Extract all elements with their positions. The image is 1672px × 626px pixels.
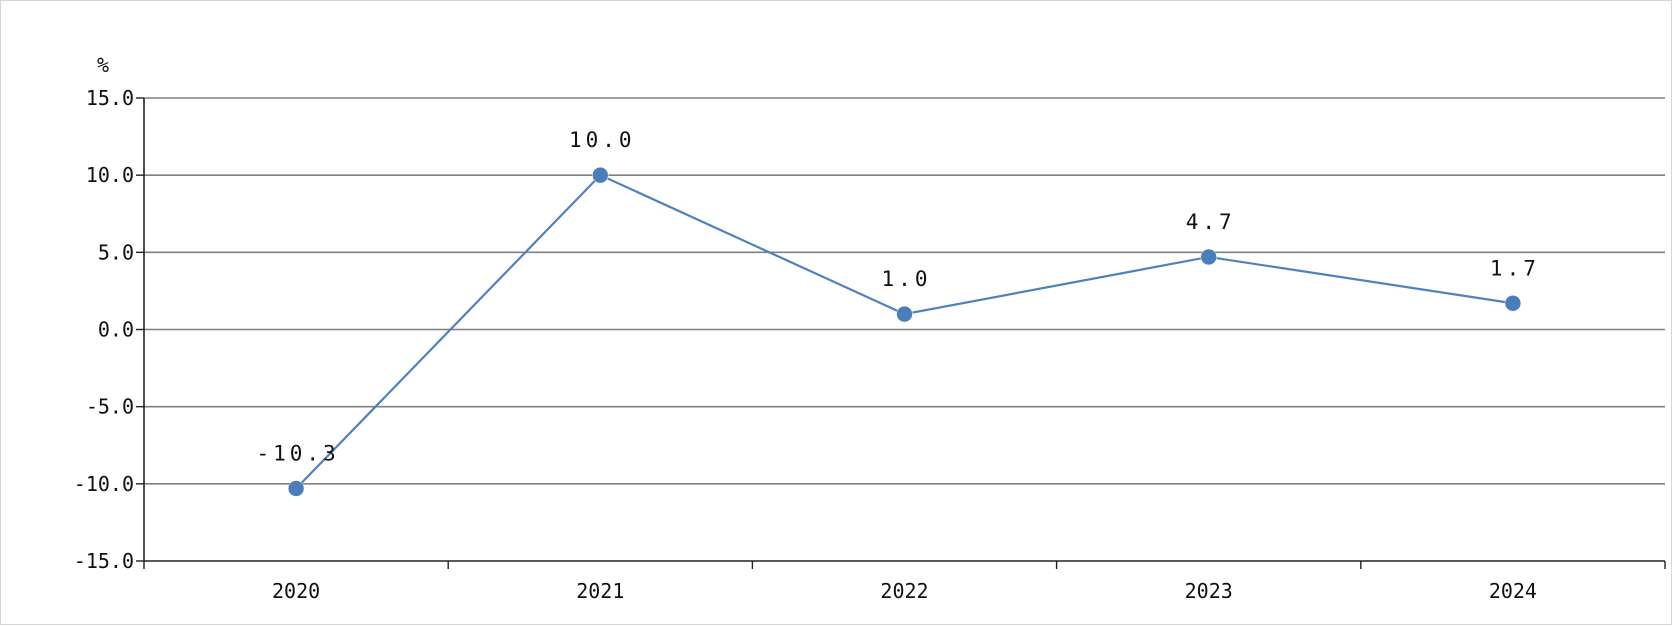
data-point xyxy=(1504,295,1522,312)
y-tick-label: 10.0 xyxy=(86,163,134,187)
y-tick-label: -10.0 xyxy=(74,472,134,496)
data-label: -10.3 xyxy=(256,441,339,465)
data-label: 4.7 xyxy=(1186,210,1236,234)
x-tick-label: 2024 xyxy=(1489,579,1537,603)
x-tick-label: 2023 xyxy=(1185,579,1233,603)
data-point xyxy=(592,166,609,184)
y-tick-label: 15.0 xyxy=(86,86,134,110)
x-tick-label: 2022 xyxy=(880,579,928,603)
y-tick-label: -15.0 xyxy=(74,549,134,573)
x-tick-label: 2020 xyxy=(272,579,320,603)
data-label: 10.0 xyxy=(569,128,636,152)
y-tick-label: -5.0 xyxy=(86,395,134,419)
data-point xyxy=(1200,248,1217,266)
data-point xyxy=(287,480,305,497)
data-label: 1.7 xyxy=(1490,256,1540,280)
y-tick-label: 5.0 xyxy=(98,240,134,264)
y-axis-unit-label: % xyxy=(97,53,109,77)
x-tick-label: 2021 xyxy=(576,579,624,603)
series-line xyxy=(295,173,1514,490)
data-label: 1.0 xyxy=(882,267,932,291)
y-tick-label: 0.0 xyxy=(98,318,134,342)
data-point xyxy=(896,305,913,323)
